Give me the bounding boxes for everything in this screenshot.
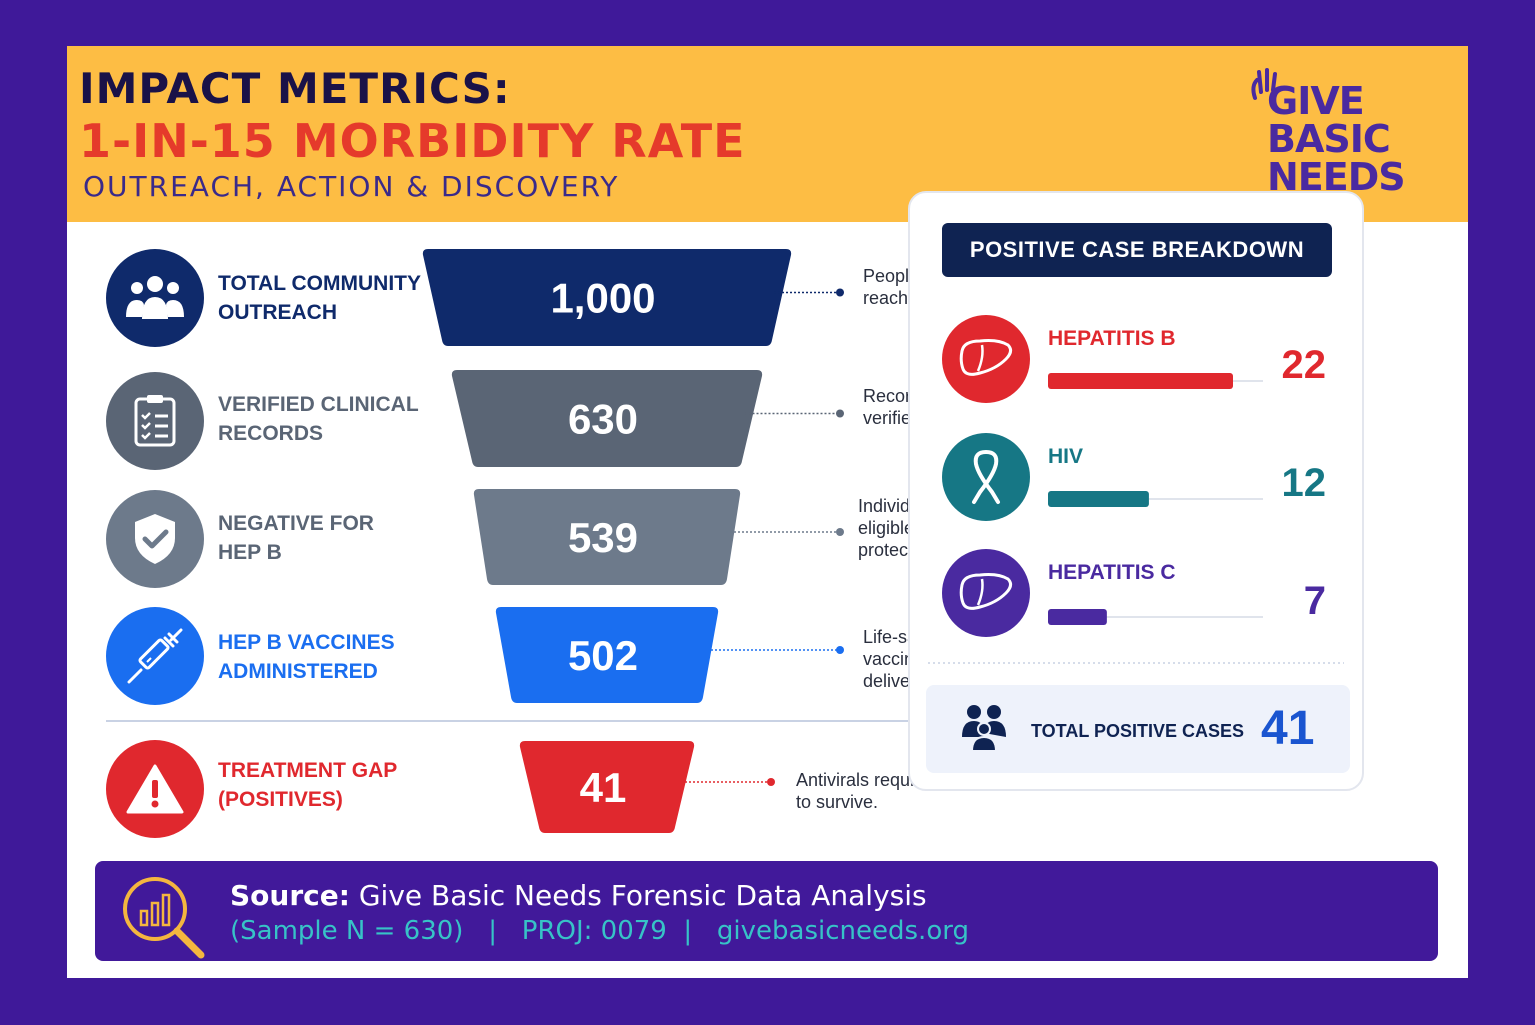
shield-check-icon — [106, 490, 204, 588]
warning-icon — [106, 740, 204, 838]
title-line-2: 1-IN-15 MORBIDITY RATE — [79, 114, 746, 168]
source-line: Source: Give Basic Needs Forensic Data A… — [230, 879, 927, 912]
source-details: (Sample N = 630) | PROJ: 0079 | givebasi… — [230, 916, 969, 946]
total-positive-label: TOTAL POSITIVE CASES — [1031, 721, 1245, 741]
stage-label-records: VERIFIED CLINICAL RECORDS — [218, 393, 419, 445]
logo: GIVE BASIC NEEDS — [1245, 64, 1455, 214]
stage-label-negative: NEGATIVE FOR HEP B — [218, 512, 374, 564]
header-banner: IMPACT METRICS: 1-IN-15 MORBIDITY RATE O… — [67, 46, 1468, 222]
people-icon — [962, 705, 1006, 751]
magnifier-chart-icon — [123, 877, 205, 959]
stage-label-treatment-gap: TREATMENT GAP (POSITIVES) — [218, 759, 398, 811]
liver-icon — [942, 315, 1030, 403]
disease-value-hep-b: 22 — [1281, 343, 1327, 387]
liver-icon — [942, 549, 1030, 637]
disease-value-hep-c: 7 — [1303, 579, 1326, 623]
source-text: Give Basic Needs Forensic Data Analysis — [358, 879, 927, 912]
hand-logo-icon — [1251, 68, 1277, 100]
total-positive-box: TOTAL POSITIVE CASES 41 — [926, 685, 1350, 773]
title-line-1: IMPACT METRICS: — [79, 64, 511, 113]
disease-name-hep-c: HEPATITIS C — [1048, 561, 1176, 584]
bar-hiv — [1048, 491, 1149, 507]
positive-case-panel: POSITIVE CASE BREAKDOWN HEPATITIS B HIV … — [908, 191, 1364, 791]
total-positive-value: 41 — [1261, 702, 1315, 755]
source-footer: Source: Give Basic Needs Forensic Data A… — [95, 861, 1438, 961]
panel-title: POSITIVE CASE BREAKDOWN — [942, 223, 1332, 277]
bar-hep-b — [1048, 373, 1233, 389]
clipboard-icon — [106, 372, 204, 470]
stage-label-vaccines: HEP B VACCINES ADMINISTERED — [218, 631, 395, 683]
stage-label-outreach: TOTAL COMMUNITY OUTREACH — [218, 272, 421, 324]
breakdown-bars — [928, 373, 1344, 664]
bar-hep-c — [1048, 609, 1107, 625]
subtitle: OUTREACH, ACTION & DISCOVERY — [83, 170, 620, 203]
source-label: Source: — [230, 879, 350, 912]
logo-text: GIVE BASIC NEEDS — [1267, 79, 1406, 199]
syringe-icon — [106, 607, 204, 705]
disease-name-hep-b: HEPATITIS B — [1048, 327, 1176, 350]
disease-name-hiv: HIV — [1048, 445, 1084, 468]
disease-value-hiv: 12 — [1281, 461, 1327, 505]
people-icon — [106, 249, 204, 347]
ribbon-icon — [942, 433, 1030, 521]
